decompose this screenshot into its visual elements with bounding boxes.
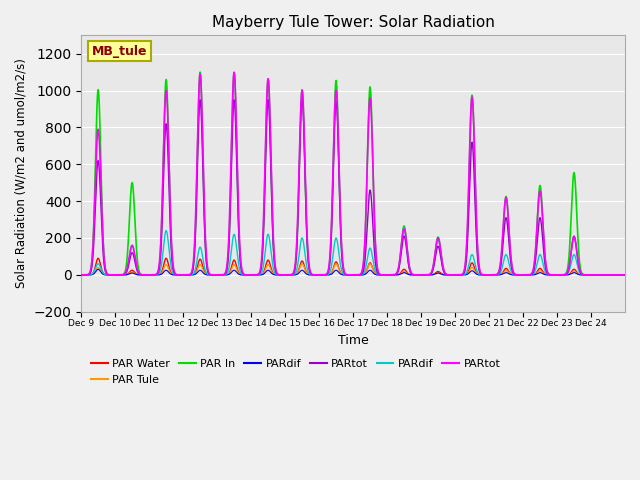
Legend: PAR Water, PAR Tule, PAR In, PARdif, PARtot, PARdif, PARtot: PAR Water, PAR Tule, PAR In, PARdif, PAR… — [86, 355, 505, 389]
Title: Mayberry Tule Tower: Solar Radiation: Mayberry Tule Tower: Solar Radiation — [212, 15, 495, 30]
Text: MB_tule: MB_tule — [92, 45, 148, 58]
Y-axis label: Solar Radiation (W/m2 and umol/m2/s): Solar Radiation (W/m2 and umol/m2/s) — [15, 59, 28, 288]
X-axis label: Time: Time — [338, 334, 369, 347]
